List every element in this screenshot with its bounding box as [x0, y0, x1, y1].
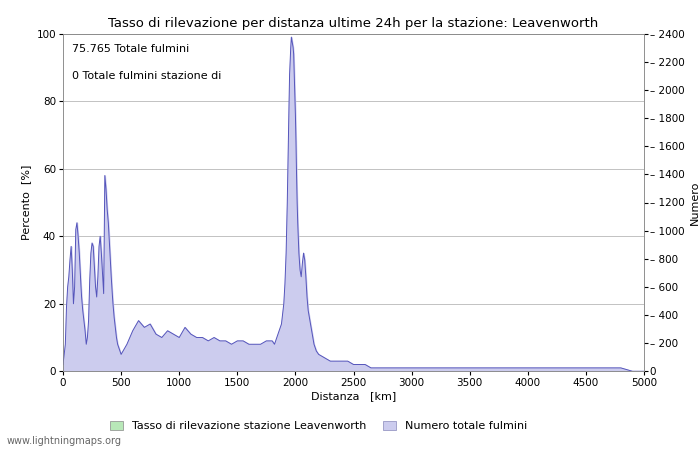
Text: 0 Totale fulmini stazione di: 0 Totale fulmini stazione di	[71, 71, 221, 81]
Text: 75.765 Totale fulmini: 75.765 Totale fulmini	[71, 44, 189, 54]
Legend: Tasso di rilevazione stazione Leavenworth, Numero totale fulmini: Tasso di rilevazione stazione Leavenwort…	[110, 421, 528, 431]
Y-axis label: Percento  [%]: Percento [%]	[21, 165, 31, 240]
Y-axis label: Numero: Numero	[690, 180, 700, 225]
Title: Tasso di rilevazione per distanza ultime 24h per la stazione: Leavenworth: Tasso di rilevazione per distanza ultime…	[108, 17, 598, 30]
Text: www.lightningmaps.org: www.lightningmaps.org	[7, 436, 122, 446]
X-axis label: Distanza   [km]: Distanza [km]	[311, 391, 396, 401]
